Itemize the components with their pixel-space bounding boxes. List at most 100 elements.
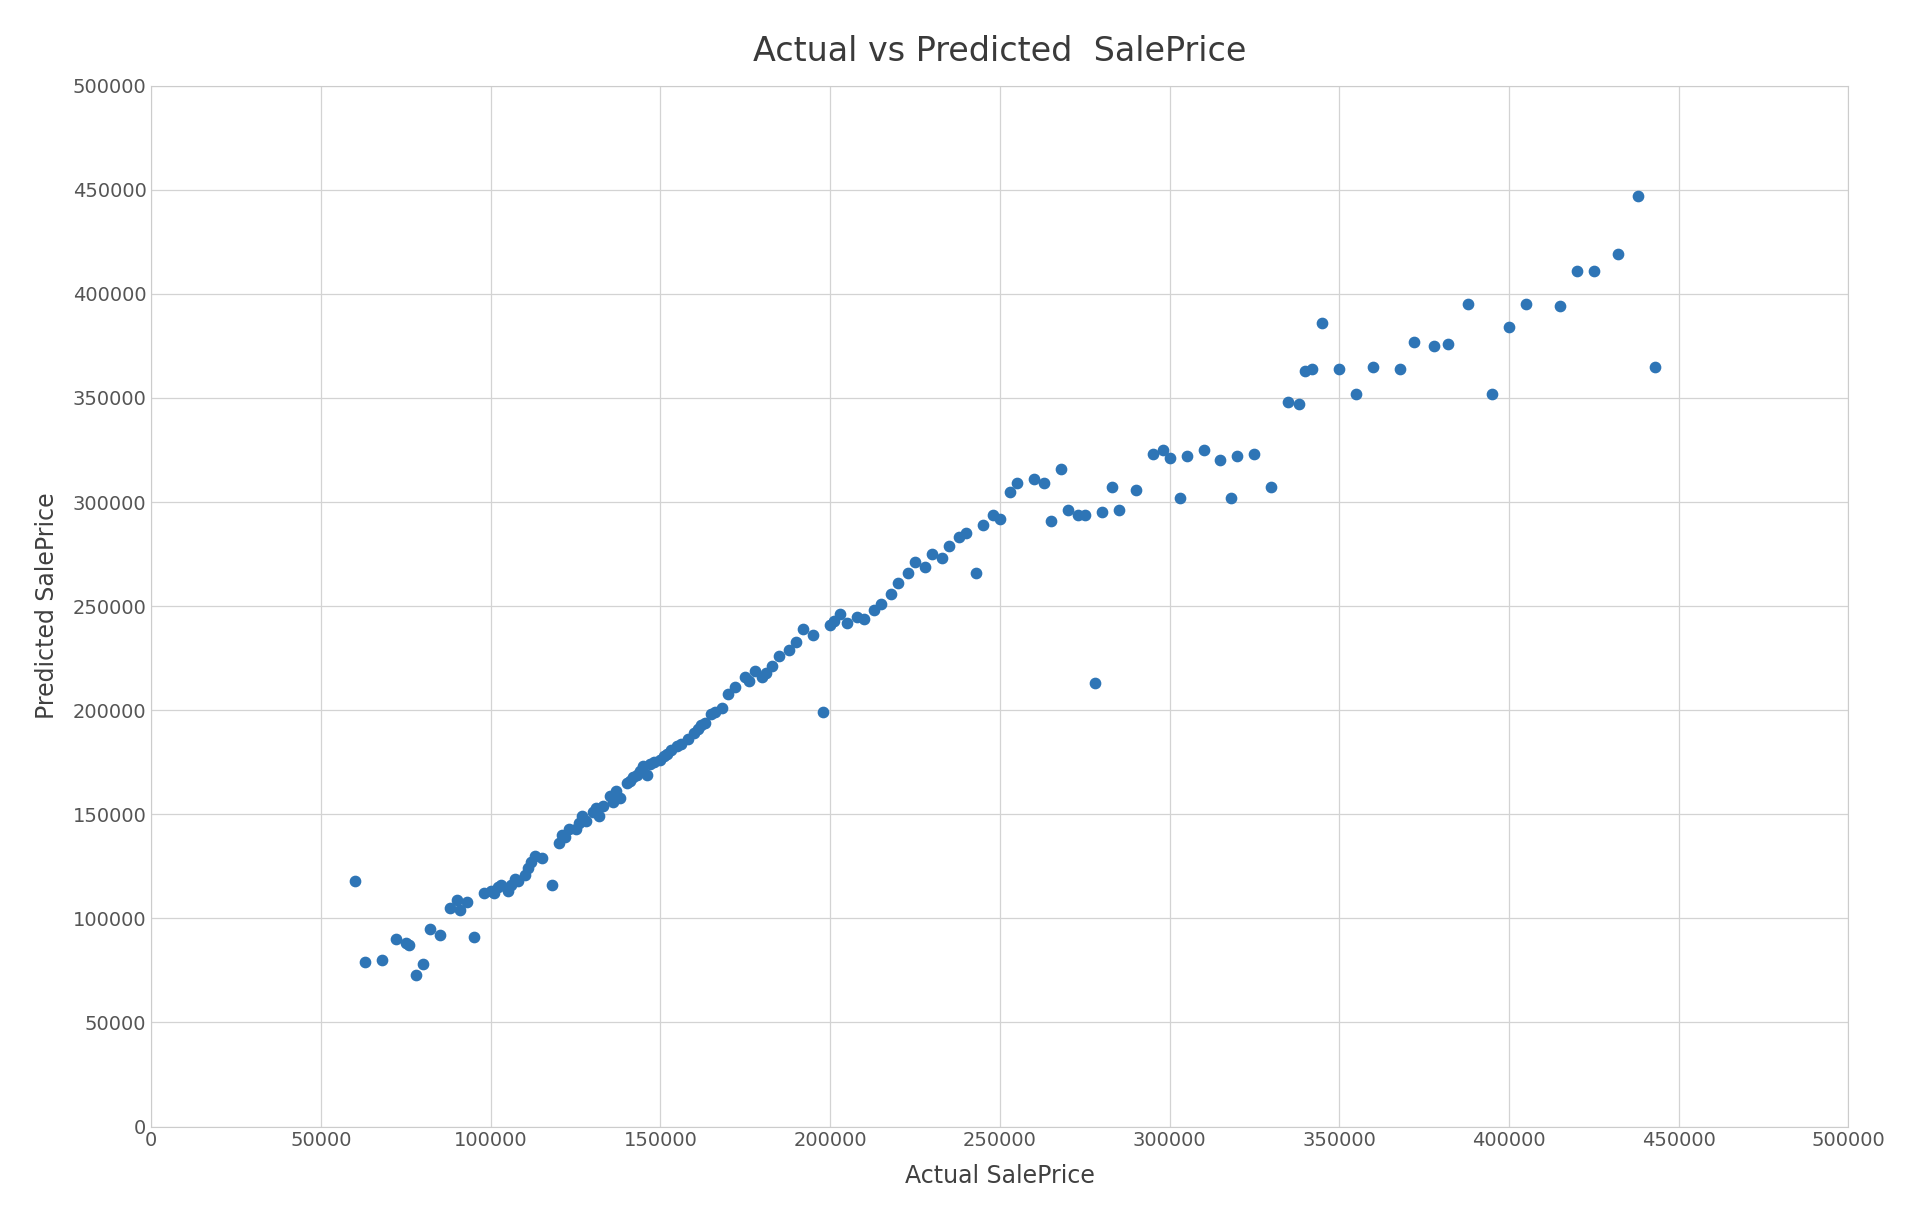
Point: [509, 865, 540, 884]
Point: [1273, 393, 1304, 412]
Point: [689, 713, 720, 733]
X-axis label: Actual SalePrice: Actual SalePrice: [904, 1164, 1094, 1189]
Point: [977, 505, 1008, 525]
Point: [1062, 505, 1092, 525]
Point: [747, 667, 778, 686]
Point: [614, 772, 645, 791]
Point: [1578, 262, 1609, 281]
Point: [495, 876, 526, 895]
Point: [1188, 440, 1219, 460]
Point: [513, 859, 543, 878]
Point: [547, 826, 578, 845]
Point: [415, 918, 445, 938]
Point: [1206, 450, 1236, 470]
Point: [730, 667, 760, 686]
Point: [720, 678, 751, 697]
Point: [960, 563, 991, 582]
Point: [451, 892, 482, 911]
Point: [564, 813, 595, 833]
Point: [468, 883, 499, 903]
Point: [672, 730, 703, 750]
Point: [632, 764, 662, 784]
Point: [707, 698, 737, 718]
Point: [434, 898, 465, 917]
Point: [781, 632, 812, 652]
Point: [950, 523, 981, 543]
Point: [499, 870, 530, 889]
Point: [764, 646, 795, 665]
Point: [1079, 674, 1110, 693]
Point: [831, 613, 862, 632]
Point: [1603, 245, 1634, 264]
Point: [933, 536, 964, 555]
Point: [1494, 318, 1524, 338]
Point: [588, 796, 618, 816]
Point: [605, 788, 636, 807]
Point: [916, 544, 947, 564]
Point: [1087, 503, 1117, 522]
Point: [1290, 361, 1321, 380]
Point: [1046, 459, 1077, 478]
Point: [900, 553, 931, 572]
Point: [995, 482, 1025, 501]
Point: [624, 761, 655, 780]
Point: [597, 793, 628, 812]
Point: [1308, 313, 1338, 333]
Point: [561, 819, 591, 839]
Point: [787, 619, 818, 638]
Point: [593, 785, 624, 805]
Point: [424, 926, 455, 945]
Point: [1453, 295, 1484, 314]
Point: [1561, 262, 1592, 281]
Point: [814, 615, 845, 635]
Point: [945, 527, 975, 547]
Point: [649, 746, 680, 766]
Point: [697, 704, 728, 724]
Y-axis label: Predicted SalePrice: Predicted SalePrice: [35, 493, 60, 719]
Point: [883, 574, 914, 593]
Point: [401, 965, 432, 985]
Title: Actual vs Predicted  SalePrice: Actual vs Predicted SalePrice: [753, 34, 1246, 67]
Point: [536, 876, 566, 895]
Point: [655, 740, 685, 759]
Point: [799, 625, 829, 645]
Point: [584, 807, 614, 827]
Point: [712, 684, 743, 703]
Point: [407, 954, 438, 974]
Point: [680, 723, 710, 742]
Point: [482, 877, 513, 896]
Point: [1384, 360, 1415, 379]
Point: [1476, 384, 1507, 404]
Point: [1096, 478, 1127, 498]
Point: [662, 736, 693, 756]
Point: [459, 927, 490, 947]
Point: [1511, 295, 1542, 314]
Point: [1398, 331, 1428, 351]
Point: [349, 953, 380, 972]
Point: [653, 744, 684, 763]
Point: [756, 657, 787, 676]
Point: [445, 900, 476, 920]
Point: [1035, 511, 1066, 531]
Point: [636, 755, 666, 774]
Point: [1029, 473, 1060, 493]
Point: [1148, 440, 1179, 460]
Point: [520, 846, 551, 866]
Point: [1640, 357, 1670, 377]
Point: [666, 734, 697, 753]
Point: [628, 757, 659, 777]
Point: [578, 802, 609, 822]
Point: [1104, 500, 1135, 520]
Point: [1164, 488, 1194, 508]
Point: [543, 834, 574, 854]
Point: [1137, 444, 1167, 464]
Point: [476, 882, 507, 901]
Point: [478, 883, 509, 903]
Point: [808, 702, 839, 722]
Point: [1154, 449, 1185, 468]
Point: [876, 583, 906, 603]
Point: [503, 871, 534, 890]
Point: [380, 929, 411, 949]
Point: [1325, 360, 1356, 379]
Point: [826, 604, 856, 624]
